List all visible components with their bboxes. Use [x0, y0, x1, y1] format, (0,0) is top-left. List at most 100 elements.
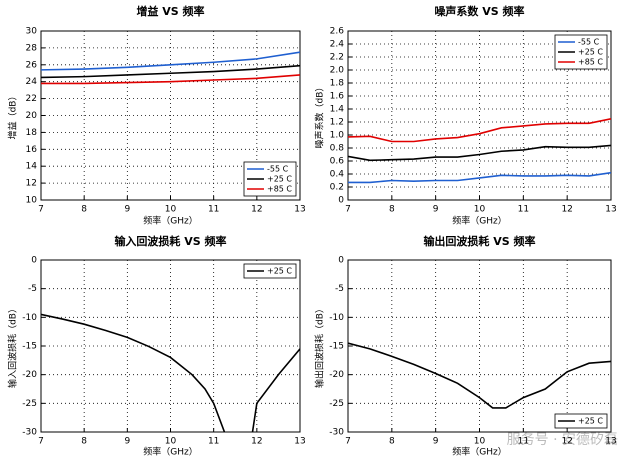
x-tick-label: 7 [38, 205, 44, 215]
x-axis-label: 频率（GHz） [452, 215, 506, 227]
y-tick-label: -20 [329, 370, 344, 380]
x-tick-label: 9 [433, 205, 439, 215]
series-line [41, 74, 300, 85]
x-tick-label: 10 [474, 205, 486, 215]
legend: -55 C+25 C+85 C [243, 161, 297, 197]
x-tick-label: 12 [561, 205, 572, 215]
y-tick-label: 24 [26, 77, 38, 87]
x-tick-label: 8 [81, 205, 87, 215]
x-tick-label: 7 [345, 205, 351, 215]
x-tick-label: 11 [518, 437, 529, 447]
y-tick-label: -10 [22, 313, 37, 323]
watermark: 服务号 · 安德矽磊 [507, 432, 618, 448]
series-line [41, 313, 300, 432]
legend: -55 C+25 C+85 C [554, 34, 608, 70]
legend-box [554, 413, 608, 429]
x-axis-label: 频率（GHz） [452, 446, 506, 458]
x-axis-label: 频率（GHz） [143, 446, 197, 458]
y-tick-label: -20 [22, 370, 37, 380]
x-tick-label: 7 [345, 437, 351, 447]
y-axis-label: 噪声系数（dB） [314, 83, 326, 149]
y-axis-label: 输入回波损耗（dB） [7, 304, 19, 388]
x-tick-label: 11 [208, 205, 219, 215]
x-tick-label: 13 [605, 437, 616, 447]
y-tick-label: -5 [335, 284, 344, 294]
y-tick-label: 10 [26, 196, 38, 206]
plot-frame [40, 259, 301, 433]
y-tick-label: 28 [26, 43, 38, 53]
x-tick-label: 11 [518, 205, 529, 215]
legend-label: +85 C [578, 58, 603, 67]
x-tick-label: 11 [208, 437, 219, 447]
y-tick-label: 12 [26, 179, 37, 189]
y-tick-label: 1.6 [330, 92, 345, 102]
legend-label: -55 C [267, 165, 289, 174]
plot-frame [347, 259, 612, 433]
x-tick-label: 9 [433, 437, 439, 447]
y-tick-label: -25 [22, 399, 37, 409]
x-tick-label: 12 [561, 437, 572, 447]
legend-label: +25 C [267, 267, 292, 276]
y-axis-label: 输出回波损耗（dB） [314, 304, 326, 388]
series-line [348, 117, 611, 143]
legend-label: +85 C [267, 185, 292, 194]
y-tick-label: 26 [26, 60, 38, 70]
x-tick-label: 8 [81, 437, 87, 447]
y-axis-label: 增益（dB） [7, 92, 19, 140]
y-tick-label: 0 [338, 196, 344, 206]
y-tick-label: -25 [329, 399, 344, 409]
plot-frame [40, 30, 301, 201]
y-tick-label: -5 [28, 284, 37, 294]
legend: +25 C [554, 413, 608, 429]
x-tick-label: 12 [251, 205, 262, 215]
y-tick-label: 1.8 [330, 79, 345, 89]
y-tick-label: 0.4 [330, 170, 345, 180]
y-tick-label: 0 [338, 256, 344, 266]
series-line [41, 64, 300, 79]
x-tick-label: 10 [474, 437, 486, 447]
x-tick-label: 13 [605, 205, 616, 215]
x-tick-label: 13 [294, 205, 305, 215]
y-tick-label: -15 [329, 342, 344, 352]
series-line [41, 51, 300, 71]
y-tick-label: 22 [26, 94, 37, 104]
legend-box [243, 161, 297, 197]
series-line [348, 144, 611, 162]
series-line [348, 342, 611, 409]
chart-title: 输出回波损耗 VS 频率 [423, 234, 535, 248]
y-tick-label: -30 [22, 428, 37, 438]
y-tick-label: 0.8 [330, 144, 345, 154]
y-tick-label: 2.4 [330, 40, 345, 50]
x-tick-label: 8 [389, 437, 395, 447]
legend: +25 C [243, 263, 297, 279]
y-tick-label: 1.0 [330, 131, 345, 141]
y-tick-label: 2.6 [330, 27, 345, 37]
x-tick-label: 8 [389, 205, 395, 215]
y-tick-label: 0.2 [330, 183, 344, 193]
y-tick-label: 0 [31, 256, 37, 266]
x-tick-label: 13 [294, 437, 305, 447]
y-tick-label: -30 [329, 428, 344, 438]
y-tick-label: 30 [26, 27, 38, 37]
x-tick-label: 7 [38, 437, 44, 447]
chart-title: 增益 VS 频率 [136, 4, 204, 18]
y-tick-label: 20 [26, 111, 38, 121]
y-tick-label: -15 [22, 342, 37, 352]
y-tick-label: 16 [26, 145, 38, 155]
x-tick-label: 10 [165, 205, 177, 215]
legend-label: -55 C [578, 38, 600, 47]
legend-label: +25 C [578, 48, 603, 57]
y-tick-label: 18 [26, 128, 38, 138]
plot-area [347, 259, 612, 433]
chart-title: 输入回波损耗 VS 频率 [114, 234, 226, 248]
y-tick-label: -10 [329, 313, 344, 323]
plot-frame [347, 30, 612, 201]
x-axis-label: 频率（GHz） [143, 215, 197, 227]
y-tick-label: 2.2 [330, 53, 344, 63]
chart-title: 噪声系数 VS 频率 [434, 4, 524, 18]
